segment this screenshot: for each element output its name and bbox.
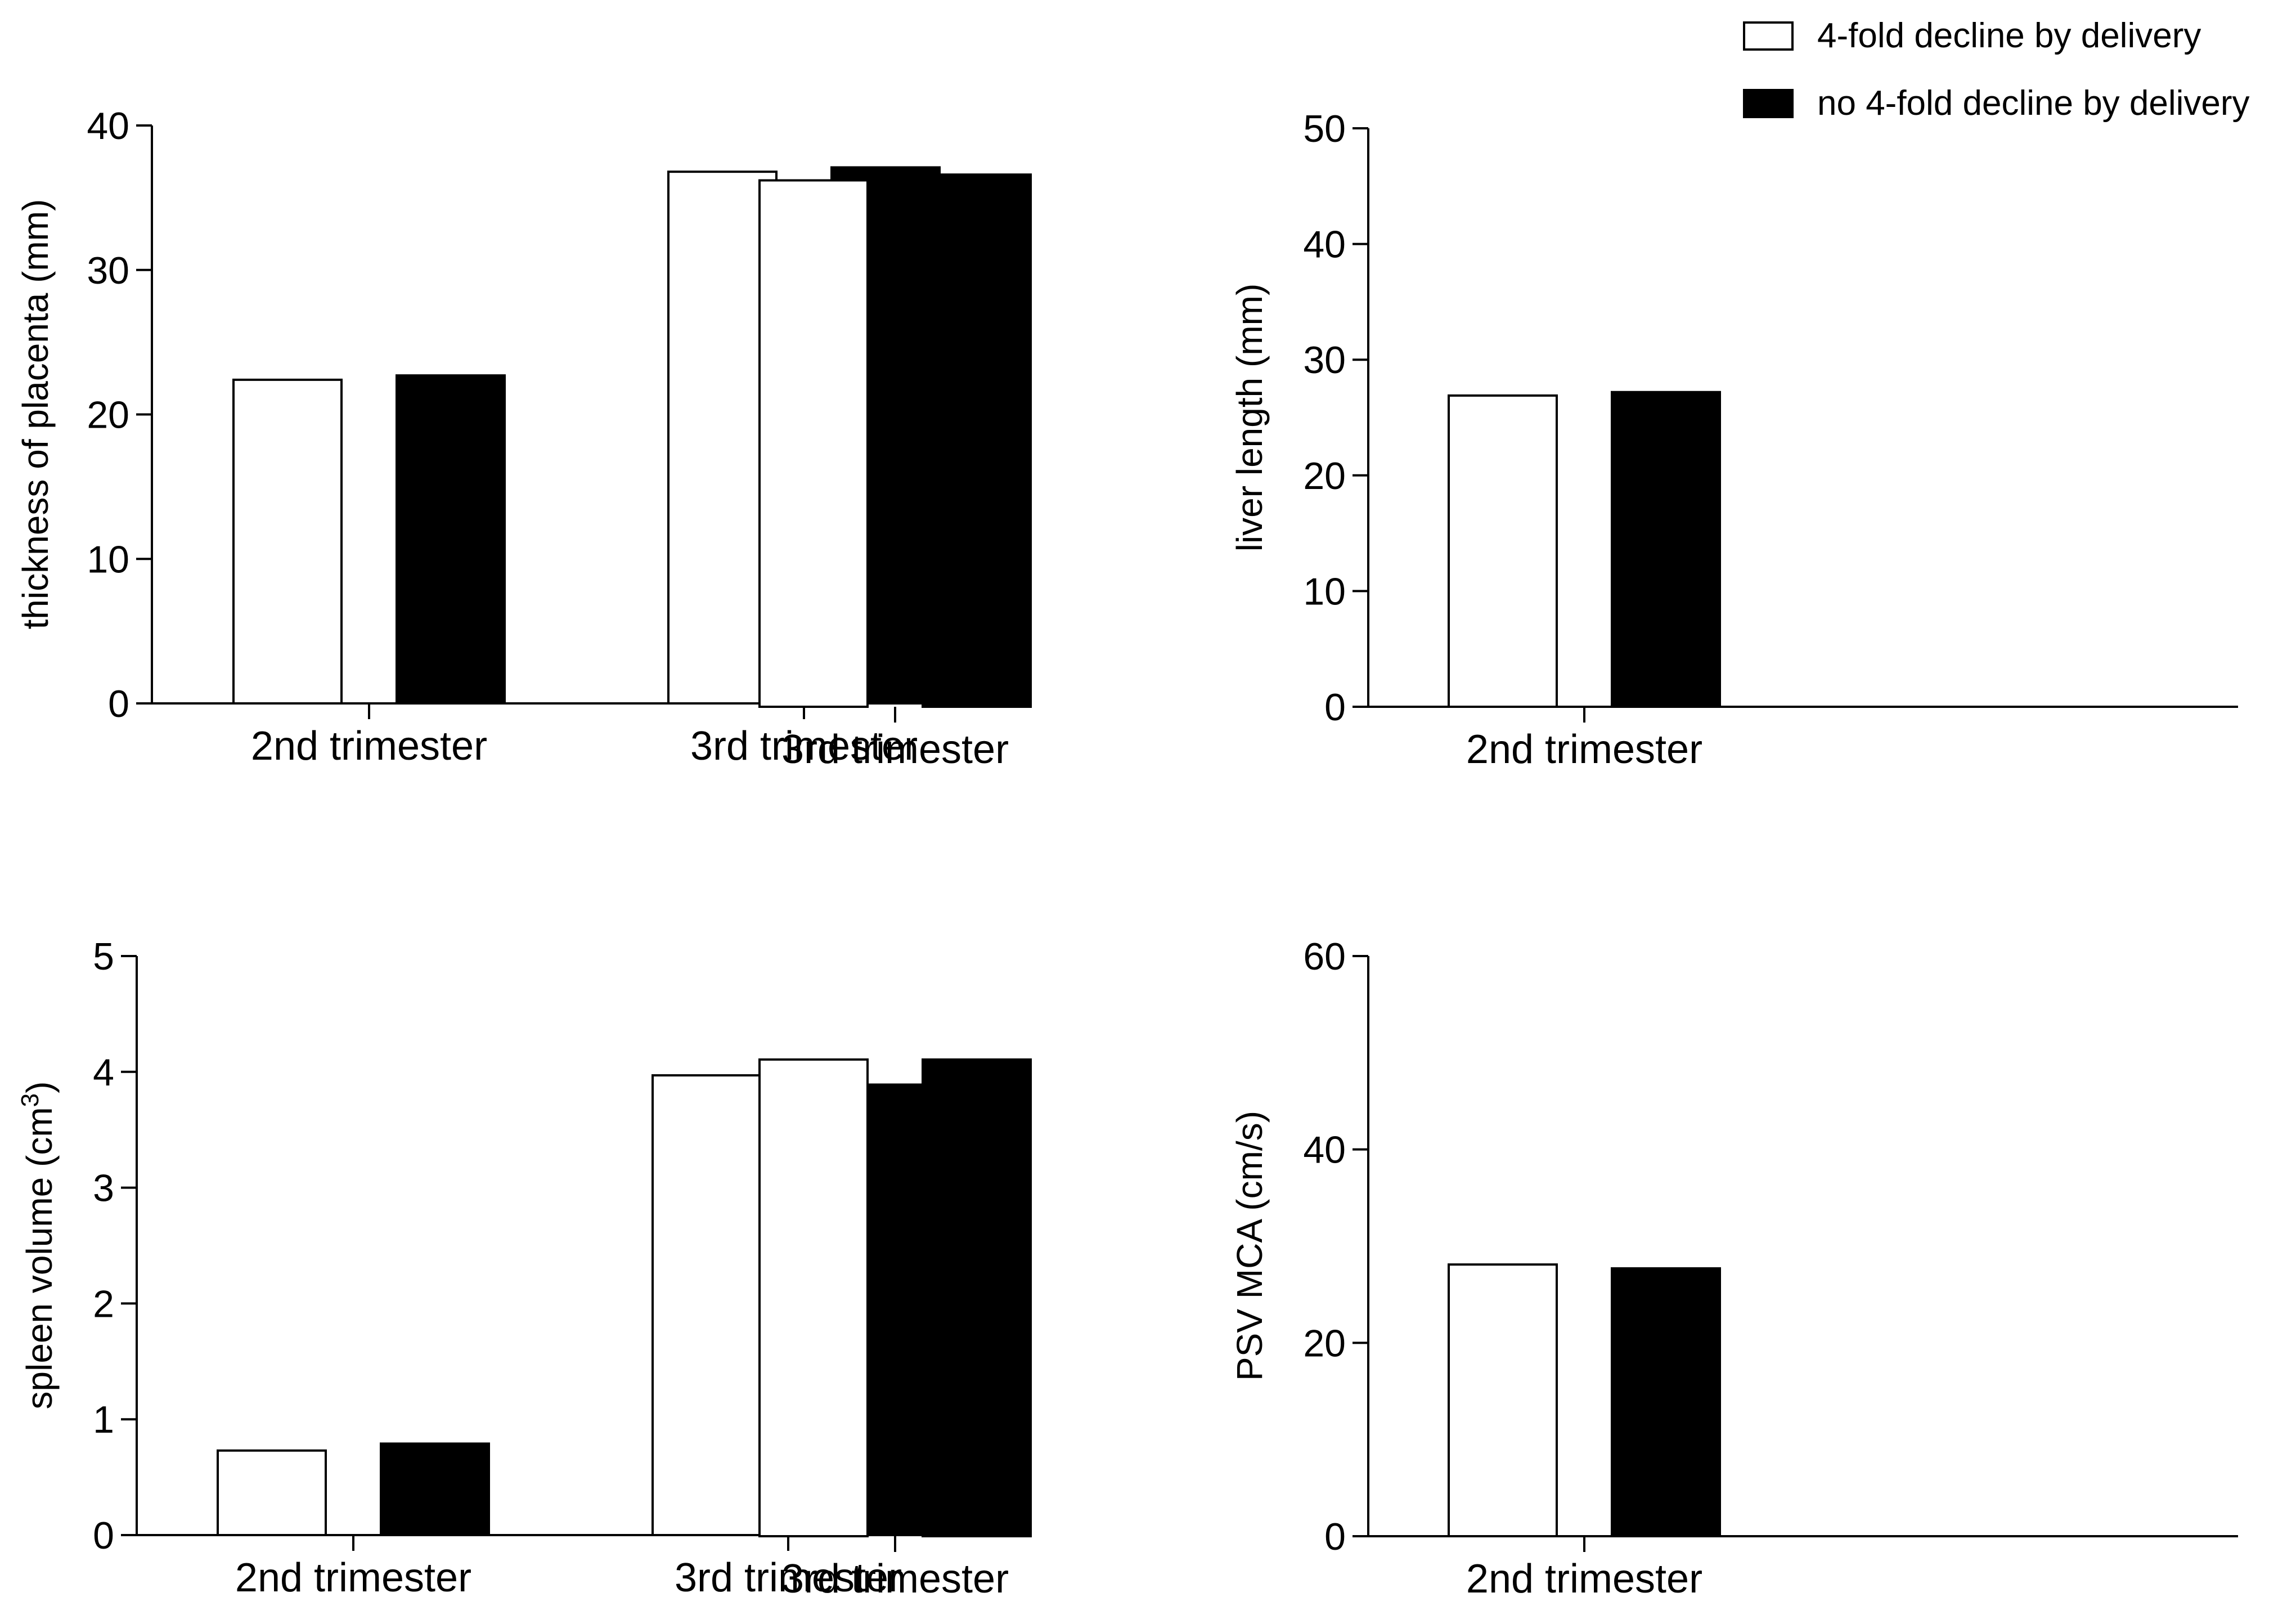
y-tick-label: 20 — [87, 394, 129, 437]
y-tick-label: 30 — [87, 249, 129, 292]
bar-no-4-fold-decline — [1611, 391, 1721, 708]
y-axis-title: liver length (mm) — [1229, 284, 1270, 552]
x-axis-categories: 2nd trimester 3rd trimester — [251, 703, 918, 769]
x-category-label: 3rd trimester — [690, 724, 918, 769]
bar-4-fold-decline — [758, 1058, 869, 1537]
bar-4-fold-decline — [651, 1074, 762, 1536]
y-tick-label: 2 — [93, 1282, 114, 1325]
x-category-label: 2nd trimester — [1466, 1556, 1702, 1601]
y-tick-label: 3 — [93, 1167, 114, 1210]
y-tick-label: 10 — [87, 538, 129, 581]
x-category-label: 2nd trimester — [235, 1555, 471, 1600]
y-tick-label: 1 — [93, 1398, 114, 1441]
bar-4-fold-decline — [232, 378, 343, 705]
x-axis-categories: 2nd trimester 3rd trimester — [781, 1536, 1702, 1601]
y-axis-title: spleen volume (cm3) — [16, 1082, 60, 1410]
y-tick-label: 0 — [1324, 1515, 1346, 1558]
y-tick-label: 5 — [93, 935, 114, 978]
y-tick-label: 40 — [1303, 1129, 1346, 1172]
bars — [758, 173, 1721, 708]
y-tick-label: 0 — [93, 1514, 114, 1557]
chart-panel-psv-mca: 0 20 40 60 2nd trimester 3rd trimester PSV M… — [758, 935, 2238, 1601]
bar-no-4-fold-decline — [1611, 1267, 1721, 1538]
x-category-label: 2nd trimester — [251, 724, 487, 769]
y-axis-ticks: 0 10 20 30 40 — [87, 105, 152, 725]
y-tick-label: 20 — [1303, 455, 1346, 497]
y-axis-title: PSV MCA (cm/s) — [1229, 1111, 1270, 1381]
y-tick-label: 0 — [108, 683, 129, 725]
y-axis-title: thickness of placenta (mm) — [15, 199, 56, 630]
legend-label-white: 4-fold decline by delivery — [1817, 16, 2201, 55]
y-axis-ticks: 0 20 40 60 — [1303, 935, 1368, 1558]
x-axis-categories: 2nd trimester 3rd trimester — [781, 707, 1702, 772]
y-tick-label: 0 — [1324, 686, 1346, 729]
x-category-label: 3rd trimester — [675, 1555, 902, 1600]
y-axis-ticks: 0 10 20 30 40 50 — [1303, 107, 1368, 729]
x-axis-categories: 2nd trimester 3rd trimester — [235, 1535, 902, 1600]
y-axis-ticks: 0 1 2 3 4 5 — [93, 935, 137, 1557]
y-tick-label: 30 — [1303, 339, 1346, 382]
y-tick-label: 10 — [1303, 570, 1346, 613]
x-category-label: 2nd trimester — [1466, 727, 1702, 772]
bar-4-fold-decline — [758, 179, 869, 708]
y-tick-label: 50 — [1303, 107, 1346, 150]
y-tick-label: 20 — [1303, 1322, 1346, 1365]
bar-4-fold-decline — [1448, 1263, 1558, 1538]
bars — [758, 1058, 1721, 1538]
x-category-label: 3rd trimester — [781, 727, 1009, 772]
chart-panel-liver-length: 0 10 20 30 40 50 2nd trimester 3rd trimester l… — [758, 107, 2238, 772]
legend: 4-fold decline by delivery no 4-fold dec… — [1743, 16, 2250, 123]
y-tick-label: 40 — [1303, 223, 1346, 266]
bar-4-fold-decline — [1448, 394, 1558, 708]
bar-no-4-fold-decline — [922, 1058, 1032, 1537]
legend-swatch-white — [1743, 21, 1794, 51]
y-tick-label: 40 — [87, 105, 129, 147]
bar-no-4-fold-decline — [396, 374, 506, 705]
bar-no-4-fold-decline — [380, 1442, 490, 1536]
legend-label-black: no 4-fold decline by delivery — [1817, 84, 2250, 123]
x-category-label: 3rd trimester — [781, 1556, 1009, 1601]
y-tick-label: 60 — [1303, 935, 1346, 978]
bar-4-fold-decline — [217, 1449, 327, 1537]
y-tick-label: 4 — [93, 1051, 114, 1094]
legend-swatch-black — [1743, 89, 1794, 118]
bar-no-4-fold-decline — [922, 173, 1032, 708]
